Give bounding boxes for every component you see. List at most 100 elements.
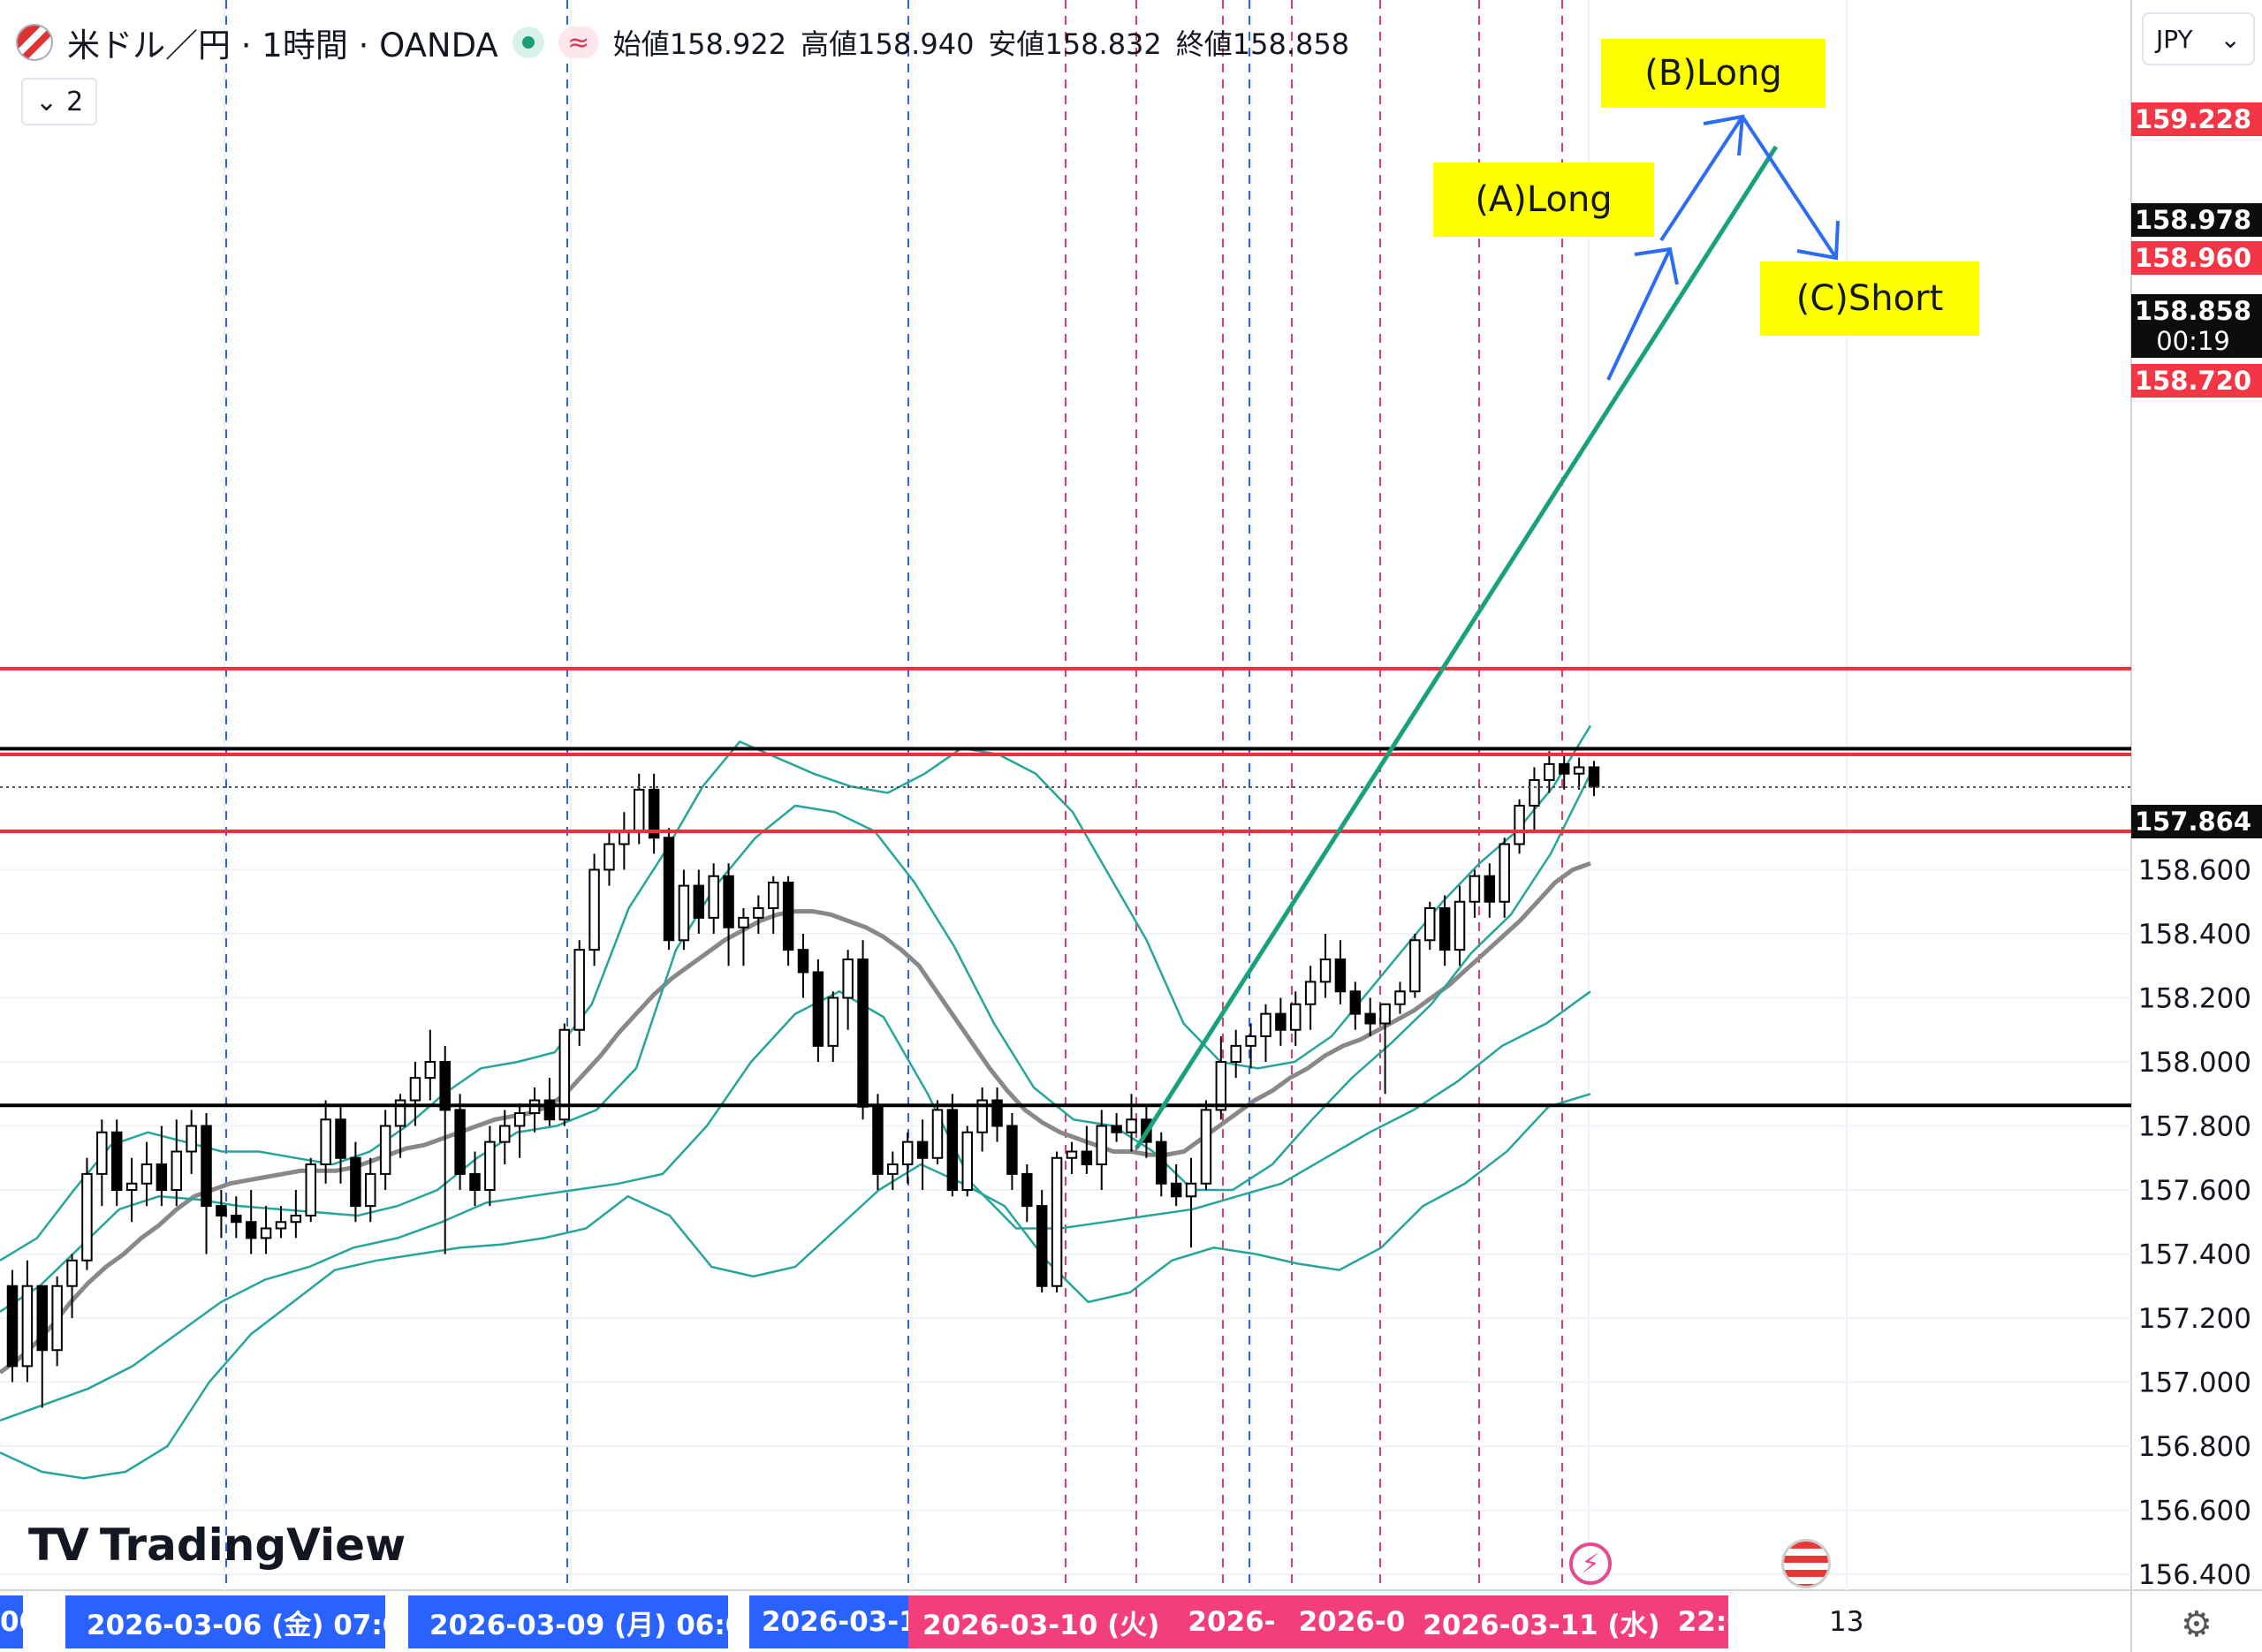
candle-body [1126,1118,1137,1133]
candle-body [961,1131,973,1191]
open-label: 始値158.922 [612,27,787,61]
candle-body [6,1284,19,1368]
candle-body [21,1284,34,1368]
candle-body [1096,1125,1107,1165]
candle [887,1151,899,1190]
candle [1469,869,1481,918]
candle-body [842,959,854,999]
candle [1558,754,1570,790]
price-tag-159-228: 159.228 [2131,102,2262,136]
candle-body [66,1259,78,1287]
candle-body [1081,1150,1093,1165]
price-tag-158-978: 158.978 [2131,203,2262,237]
candle-body [603,843,615,871]
candle [454,1094,466,1190]
candle-body [976,1099,988,1133]
y-tick-label: 157.600 [2138,1175,2251,1207]
candle [812,959,824,1062]
candle [1185,1157,1197,1248]
chevron-down-icon: ⌄ [2220,24,2241,54]
candle [36,1284,49,1408]
candle [125,1157,138,1223]
candle-body [335,1118,346,1159]
candle-body [812,971,824,1047]
y-tick-label: 157.000 [2138,1368,2251,1399]
y-tick-label: 158.400 [2138,919,2251,951]
candle [946,1094,959,1197]
candle-body [872,1105,884,1175]
candle [1230,1029,1241,1079]
candle-body [1484,875,1496,903]
candle-body [1364,1012,1376,1025]
candle-body [171,1150,182,1191]
candle [335,1106,346,1184]
candle [260,1206,272,1254]
lightning-event-icon[interactable]: ⚡ [1569,1542,1612,1585]
candle-body [588,868,600,951]
candle [1349,981,1362,1030]
candle [603,831,615,886]
tradingview-logo[interactable]: TV TradingView [28,1519,406,1571]
candle [573,940,585,1046]
annotation-c-short[interactable]: (C)Short [1760,261,1979,336]
symbol-title[interactable]: 米ドル／円 · 1時間 · OANDA [67,27,498,64]
candle-body [394,1099,406,1127]
us-event-flag-icon[interactable] [1781,1539,1831,1588]
candle [753,895,764,934]
band-bb_lower [0,1093,1591,1480]
candle [1156,1132,1167,1197]
candle-body [245,1221,257,1239]
candle-body [454,1109,466,1175]
candle [1275,997,1287,1046]
candle-body [1454,900,1466,951]
candle [648,773,660,854]
candle-body [260,1227,272,1239]
candle-body [991,1099,1003,1127]
candle-body [409,1077,421,1102]
y-tick-label: 156.800 [2138,1431,2251,1463]
annotation-b-long[interactable]: (B)Long [1601,39,1826,108]
y-tick-label: 156.400 [2138,1559,2251,1591]
candle [424,1029,436,1101]
candle [21,1260,34,1383]
candle [156,1125,168,1207]
price-tag-158-960: 158.960 [2131,241,2262,275]
candle [439,1045,451,1254]
candle [961,1125,973,1197]
candle [1454,885,1466,966]
candle [305,1157,316,1223]
candle [1111,1113,1122,1142]
candle-body [1230,1044,1241,1063]
candle [678,869,690,951]
annotation-a-long[interactable]: (A)Long [1433,163,1654,237]
settings-gear-icon[interactable]: ⚙ [2181,1604,2213,1645]
tradingview-mark-icon: TV [28,1519,89,1571]
high-label: 高値158.940 [801,27,975,61]
candle-body [1469,875,1481,903]
candle [231,1196,242,1239]
candle [1588,761,1600,797]
candle-body [1424,907,1436,942]
indicator-badge[interactable]: ≈ [558,27,599,58]
bar-countdown: 00:19 [2156,326,2230,356]
candle [1260,1004,1271,1062]
x-axis-range-3: 2026-03-10 [749,1595,937,1648]
currency-selector[interactable]: JPY ⌄ [2142,12,2255,65]
candle-body [1290,1003,1302,1031]
candle [797,934,809,998]
candle-body [1021,1172,1033,1208]
candle-body [290,1215,302,1224]
candle [991,1087,1003,1142]
y-tick-label: 157.400 [2138,1239,2251,1271]
arrow-c-head [1796,220,1840,261]
candle [1544,751,1555,793]
collapse-indicators-button[interactable]: ⌄ 2 [21,78,98,125]
candle [1006,1113,1018,1190]
candle-body [484,1140,496,1191]
candle-body [827,997,839,1047]
arrow-c-down [1741,115,1838,260]
candle [723,863,734,966]
candle [767,875,779,934]
